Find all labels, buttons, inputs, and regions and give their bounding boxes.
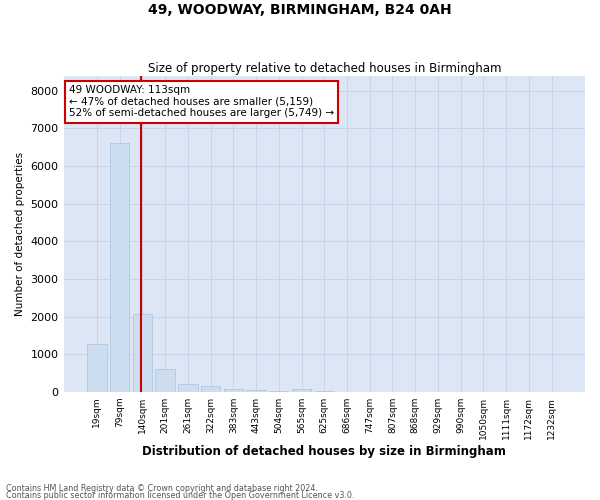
Text: Contains HM Land Registry data © Crown copyright and database right 2024.: Contains HM Land Registry data © Crown c… [6, 484, 318, 493]
Bar [87, 344, 107, 392]
Text: Contains public sector information licensed under the Open Government Licence v3: Contains public sector information licen… [6, 491, 355, 500]
Bar [110, 144, 130, 392]
Title: Size of property relative to detached houses in Birmingham: Size of property relative to detached ho… [148, 62, 501, 74]
Bar [292, 390, 311, 392]
Bar [201, 386, 220, 392]
Bar [314, 391, 334, 392]
Bar [224, 389, 243, 392]
X-axis label: Distribution of detached houses by size in Birmingham: Distribution of detached houses by size … [142, 444, 506, 458]
Bar [155, 369, 175, 392]
Text: 49 WOODWAY: 113sqm
← 47% of detached houses are smaller (5,159)
52% of semi-deta: 49 WOODWAY: 113sqm ← 47% of detached hou… [69, 85, 334, 118]
Bar [269, 391, 289, 392]
Text: 49, WOODWAY, BIRMINGHAM, B24 0AH: 49, WOODWAY, BIRMINGHAM, B24 0AH [148, 2, 452, 16]
Bar [178, 384, 197, 392]
Y-axis label: Number of detached properties: Number of detached properties [15, 152, 25, 316]
Bar [133, 314, 152, 392]
Bar [247, 390, 266, 392]
